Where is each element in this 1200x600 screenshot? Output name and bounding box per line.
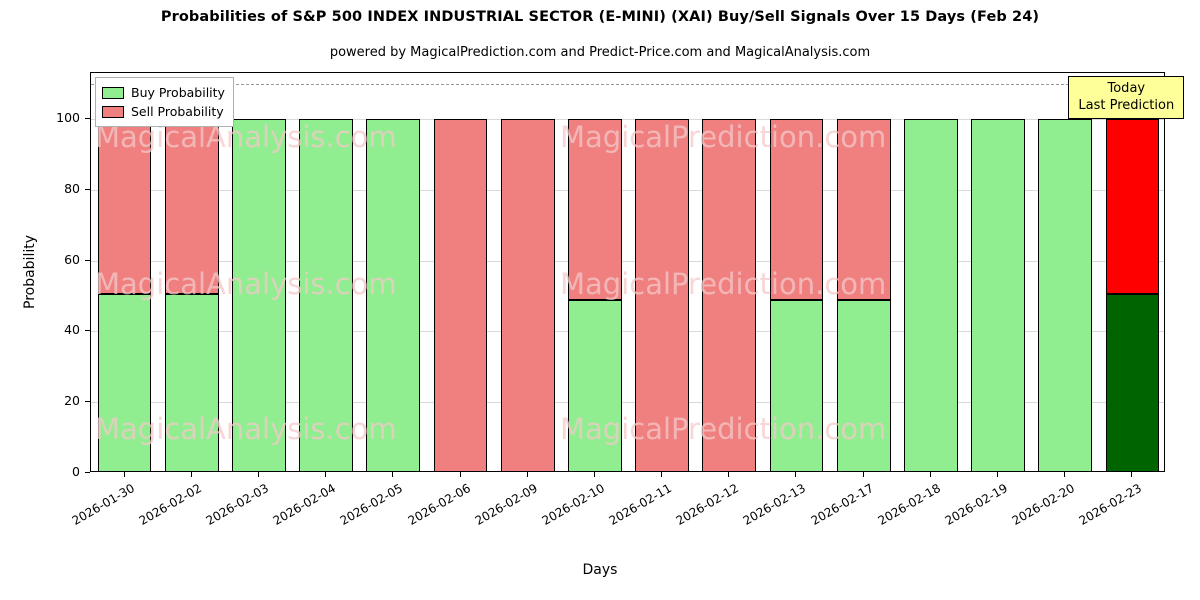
bar-group (433, 73, 488, 471)
plot-area (90, 72, 1165, 472)
bar-segment-buy (971, 119, 1025, 471)
bar-segment-buy (366, 119, 421, 471)
y-axis-title: Probability (22, 234, 38, 310)
x-tick-mark (795, 472, 797, 477)
bar-segment-buy (232, 119, 286, 471)
gridline (91, 402, 1164, 404)
bar-segment-buy (299, 119, 354, 471)
bar-group (769, 73, 824, 471)
x-tick-mark (1064, 472, 1066, 477)
bar-segment-sell (500, 119, 555, 471)
bar-segment-buy (1038, 119, 1093, 471)
today-annotation: Today Last Prediction (1068, 76, 1185, 119)
y-tick-label: 80 (64, 180, 80, 196)
bar-group (702, 73, 757, 471)
bar-segment-buy (1105, 293, 1160, 471)
x-tick-mark (526, 472, 528, 477)
x-tick-mark (257, 472, 259, 477)
legend-swatch-sell (102, 105, 124, 118)
x-tick-mark (593, 472, 595, 477)
gridline (91, 189, 1164, 191)
gridline (91, 119, 1164, 121)
bar-group (500, 73, 555, 471)
y-tick-mark (85, 472, 90, 473)
x-tick-mark (929, 472, 931, 477)
y-tick-mark (85, 259, 90, 261)
bar-segment-sell (836, 119, 891, 300)
bar-group (971, 73, 1025, 471)
bar-group (97, 73, 152, 471)
bar-segment-buy (836, 299, 891, 471)
today-label-line2: Last Prediction (1078, 98, 1175, 113)
x-axis-title: Days (582, 562, 618, 578)
x-tick-mark (392, 472, 394, 477)
y-tick-label: 100 (56, 110, 80, 126)
bar-segment-sell (164, 119, 219, 294)
today-label-line1: Today (1107, 81, 1146, 96)
bar-segment-sell (702, 119, 757, 471)
x-tick-mark (1131, 472, 1133, 477)
y-tick-label: 60 (64, 251, 80, 267)
x-tick-mark (325, 472, 327, 477)
x-tick-mark (997, 472, 999, 477)
bar-group (903, 73, 958, 471)
bar-segment-sell (433, 119, 488, 471)
bar-group (164, 73, 219, 471)
x-tick-mark (459, 472, 461, 477)
bar-group (299, 73, 354, 471)
bar-group (568, 73, 622, 471)
gridline (91, 260, 1164, 262)
legend-label-buy: Buy Probability (131, 85, 225, 100)
reference-line (91, 83, 1164, 85)
x-tick-mark (862, 472, 864, 477)
bar-segment-buy (164, 293, 219, 471)
legend-label-sell: Sell Probability (131, 104, 224, 119)
y-tick-mark (85, 188, 90, 190)
bar-group (836, 73, 891, 471)
x-tick-mark (728, 472, 730, 477)
gridline (91, 331, 1164, 333)
y-tick-mark (85, 330, 90, 332)
chart-title: Probabilities of S&P 500 INDEX INDUSTRIA… (160, 9, 1040, 25)
bar-segment-sell (635, 119, 689, 471)
x-tick-mark (661, 472, 663, 477)
x-tick-mark (123, 472, 125, 477)
bar-segment-buy (903, 119, 958, 471)
bar-segment-sell (769, 119, 824, 300)
x-tick-mark (190, 472, 192, 477)
bar-group (366, 73, 421, 471)
bar-group (635, 73, 689, 471)
legend-item-sell: Sell Probability (102, 102, 225, 121)
bar-segment-sell (1105, 119, 1160, 294)
bar-segment-buy (769, 299, 824, 471)
y-tick-label: 0 (72, 464, 80, 479)
bar-segment-sell (97, 119, 152, 294)
y-tick-mark (85, 118, 90, 120)
y-tick-label: 20 (64, 393, 80, 409)
y-tick-mark (85, 401, 90, 403)
y-tick-label: 40 (64, 322, 80, 338)
bar-group (232, 73, 286, 471)
bar-segment-buy (568, 299, 622, 471)
chart-subtitle: powered by MagicalPrediction.com and Pre… (329, 45, 871, 60)
bar-segment-buy (97, 293, 152, 471)
chart-legend: Buy Probability Sell Probability (95, 77, 234, 127)
legend-item-buy: Buy Probability (102, 83, 225, 102)
bar-group (1038, 73, 1093, 471)
bar-segment-sell (568, 119, 622, 300)
legend-swatch-buy (102, 86, 124, 99)
bar-group (1105, 73, 1160, 471)
